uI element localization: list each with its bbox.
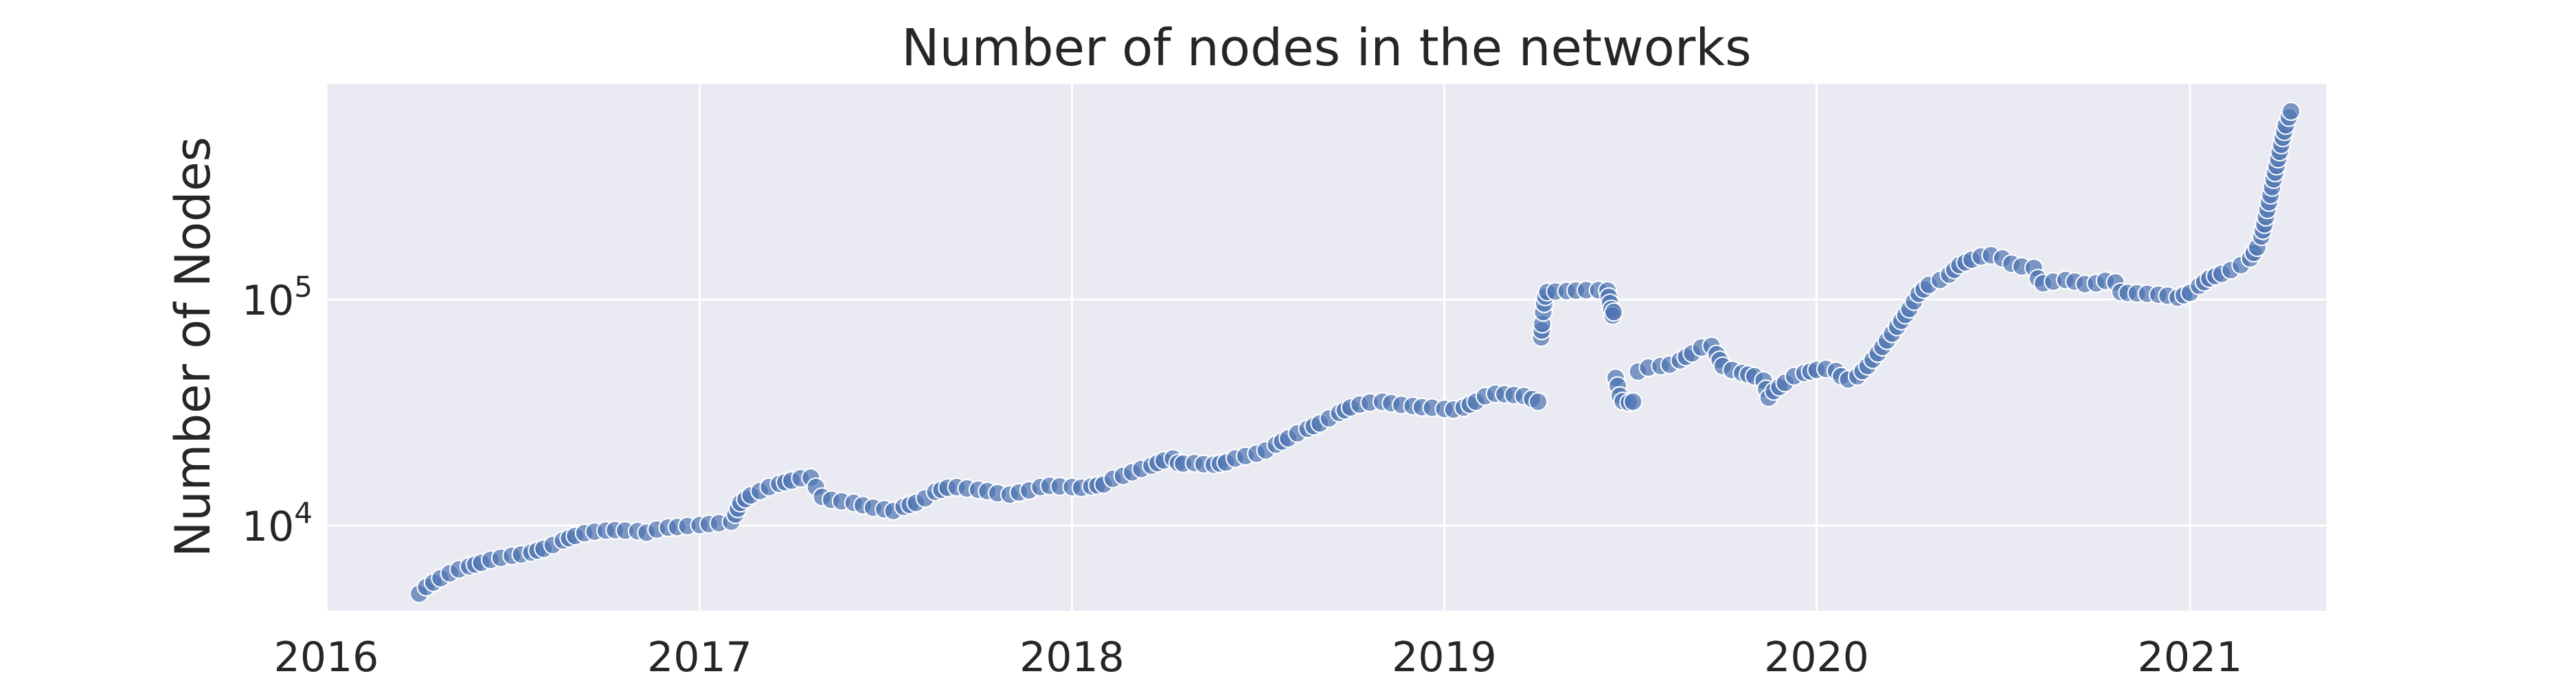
data-point — [1528, 392, 1548, 412]
x-tick-label: 2021 — [2138, 633, 2243, 682]
data-point — [1604, 302, 1624, 322]
y-tick-label: 104 — [242, 496, 313, 551]
data-points — [409, 102, 2301, 604]
x-tick-label: 2019 — [1392, 633, 1497, 682]
x-tick-label: 2018 — [1019, 633, 1125, 682]
y-tick-labels: 104 105 — [242, 270, 313, 551]
chart-title: Number of nodes in the networks — [901, 19, 1751, 78]
y-tick-label: 105 — [242, 270, 313, 325]
x-tick-label: 2016 — [274, 633, 379, 682]
x-tick-labels: 2016 2017 2018 2019 2020 2021 — [274, 633, 2243, 682]
data-point — [1623, 392, 1643, 412]
data-point — [2281, 102, 2301, 122]
y-axis-label: Number of Nodes — [165, 137, 221, 557]
x-tick-label: 2017 — [647, 633, 752, 682]
x-tick-label: 2020 — [1764, 633, 1869, 682]
